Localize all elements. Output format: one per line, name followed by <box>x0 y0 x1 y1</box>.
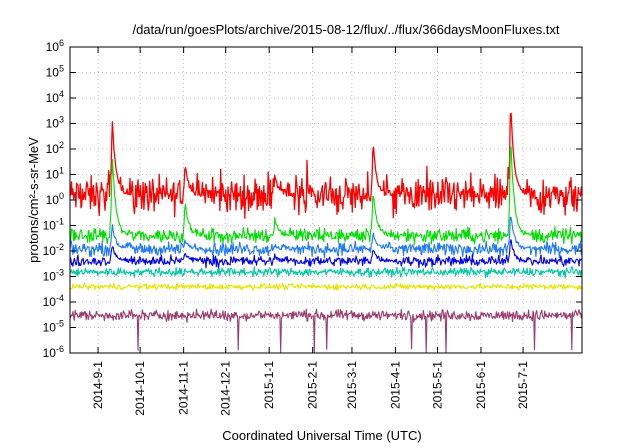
series-line <box>69 239 583 269</box>
y-tick-label: 106 <box>46 38 64 54</box>
y-tick-label: 10-3 <box>43 268 64 284</box>
y-tick-label: 100 <box>46 191 64 207</box>
x-tick-label: 2015-1-1 <box>262 361 276 409</box>
y-tick-label: 103 <box>46 115 64 131</box>
x-tick-label: 2015-4-1 <box>388 361 402 409</box>
x-tick-label: 2015-7-1 <box>516 361 530 409</box>
y-tick-label: 104 <box>46 89 64 105</box>
x-tick-label: 2015-2-1 <box>306 361 320 409</box>
x-tick-label: 2014-12-1 <box>219 361 233 416</box>
y-tick-label: 105 <box>46 64 64 80</box>
x-tick-label: 2014-11-1 <box>177 361 191 415</box>
x-tick-label: 2015-6-1 <box>474 361 488 409</box>
series-line <box>69 216 583 259</box>
x-axis-ticks: 2014-9-1 2014-10-1 2014-11-1 2014-12-1 2015-… <box>91 47 530 416</box>
x-tick-label: 2014-10-1 <box>133 361 147 416</box>
series-line <box>69 308 583 354</box>
x-tick-label: 2014-9-1 <box>91 361 105 409</box>
x-tick-label: 2015-3-1 <box>345 361 359 409</box>
y-tick-label: 10-6 <box>43 344 64 360</box>
y-axis-ticks: 10-6 10-5 10-4 10-3 10-2 10-1 100 101 102 103 104 1… <box>43 38 582 360</box>
y-tick-label: 10-4 <box>43 293 64 309</box>
chart-title: /data/run/goesPlots/archive/2015-08-12/f… <box>132 22 559 37</box>
series-line <box>69 266 583 279</box>
series-line <box>69 282 583 292</box>
x-tick-label: 2015-5-1 <box>431 361 445 409</box>
y-tick-label: 10-2 <box>43 242 64 258</box>
y-tick-label: 10-5 <box>43 319 64 335</box>
y-axis-label: protons/cm²-s-sr-MeV <box>26 137 41 263</box>
grid-lines <box>70 47 582 353</box>
y-tick-label: 101 <box>46 166 64 182</box>
y-tick-label: 102 <box>46 140 64 156</box>
series-lines <box>69 112 583 354</box>
y-tick-label: 10-1 <box>43 217 64 233</box>
x-axis-label: Coordinated Universal Time (UTC) <box>222 428 421 443</box>
series-line <box>69 146 583 245</box>
series-line <box>69 112 583 219</box>
